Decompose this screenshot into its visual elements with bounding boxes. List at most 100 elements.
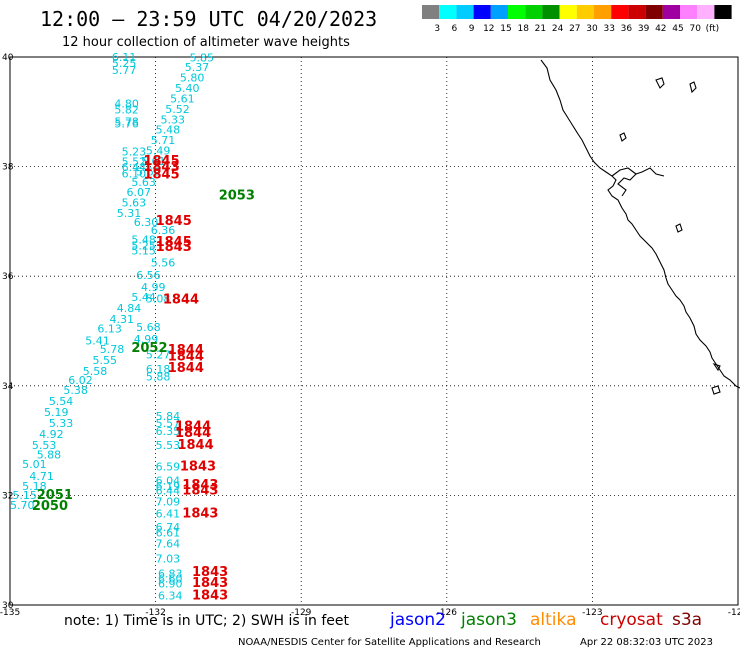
pass-time-label: 1843	[180, 460, 216, 475]
pass-time-label: 1844	[175, 426, 211, 441]
wave-height-label: 5.08	[146, 293, 171, 306]
page-title: 12:00 — 23:59 UTC 04/20/2023	[40, 7, 377, 31]
wave-height-label: 5.15	[12, 489, 37, 502]
lake-1	[655, 77, 665, 89]
wave-height-label: 5.27	[146, 348, 171, 361]
pass-time-label: 1843	[156, 240, 192, 255]
wave-height-label: 5.25	[131, 239, 156, 252]
lake-2	[689, 81, 697, 94]
pass-time-label: 1845	[156, 214, 192, 229]
wave-height-label: 5.78	[114, 116, 139, 129]
wave-height-label: 5.44	[131, 291, 156, 304]
wave-height-label: 5.52	[122, 156, 147, 169]
wave-height-label: 6.02	[68, 374, 93, 387]
wave-height-label: 5.71	[151, 134, 176, 147]
lon-tick-label: -126	[437, 608, 458, 618]
wave-height-label: 5.88	[37, 449, 62, 462]
lat-tick-label: 36	[2, 272, 14, 282]
wave-height-label: 5.57	[156, 417, 181, 430]
wave-height-label: 7.64	[156, 537, 181, 550]
legend-s3a: s3a	[672, 610, 702, 630]
wave-height-label: 5.61	[170, 92, 195, 105]
wave-height-label: 5.85	[190, 51, 215, 64]
wave-height-label: 6.19	[156, 480, 181, 493]
scale-swatch	[559, 5, 577, 19]
wave-height-label: 5.33	[49, 417, 74, 430]
wave-height-label: 4.84	[117, 302, 142, 315]
wave-height-label: 5.88	[146, 370, 171, 383]
wave-height-label: 5.56	[151, 256, 176, 269]
wave-height-label: 5.63	[122, 197, 147, 210]
satellite-legend: jason2 jason3 altika cryosat s3a	[389, 610, 702, 630]
wave-height-label: 6.56	[136, 269, 161, 282]
wave-height-label: 6.07	[126, 186, 151, 199]
pass-time-label: 1843	[143, 160, 179, 175]
legend-jason2: jason2	[389, 610, 446, 630]
wave-height-label: 6.34	[158, 590, 183, 603]
scale-label: 9	[469, 24, 475, 34]
wave-height-label: 5.31	[117, 207, 142, 220]
wave-height-label: 5.48	[131, 233, 156, 246]
wave-height-label: 5.55	[93, 354, 118, 367]
map-frame: 6.115.255.774.805.825.785.765.235.526.44…	[0, 51, 740, 618]
lat-tick-label: 34	[2, 382, 14, 392]
wave-height-label: 6.30	[134, 216, 159, 229]
lat-tick-label: 38	[2, 163, 14, 173]
wave-height-label: 6.59	[156, 461, 181, 474]
pass-time-label: 1844	[168, 343, 204, 358]
wave-height-label: 4.31	[109, 313, 134, 326]
wave-height-label: 7.03	[156, 552, 181, 565]
scale-label: 27	[569, 24, 580, 34]
wave-height-label: 6.44	[156, 484, 181, 497]
footer-credit: NOAA/NESDIS Center for Satellite Applica…	[238, 637, 541, 648]
scale-swatch	[714, 5, 732, 19]
pass-time-label: 1843	[192, 565, 228, 580]
map-border	[9, 56, 739, 606]
wave-height-label: 5.15	[131, 244, 156, 257]
wave-height-label: 6.74	[156, 521, 181, 534]
wave-height-label: 5.76	[114, 118, 139, 131]
california-coastline	[540, 59, 740, 389]
scale-label: 12	[483, 24, 494, 34]
wave-height-label: 5.61	[141, 155, 166, 168]
pass-time-label: 1843	[192, 576, 228, 591]
lon-tick-label: -123	[582, 608, 602, 618]
wave-height-label: 5.70	[10, 499, 35, 512]
legend-altika: altika	[530, 610, 577, 630]
wave-height-label: 5.19	[44, 406, 68, 419]
scale-swatch	[542, 5, 560, 19]
pass-time-label: 2050	[32, 499, 68, 514]
pass-time-label: 1845	[143, 168, 179, 183]
scale-label: 39	[638, 24, 650, 34]
pass-time-label: 1845	[143, 154, 179, 169]
pass-time-label: 1844	[177, 438, 213, 453]
lat-tick-label: 40	[2, 53, 14, 63]
lake-3	[619, 132, 627, 142]
wave-height-label: 4.71	[29, 470, 54, 483]
wave-height-label: 6.41	[156, 507, 181, 520]
scale-label: 36	[621, 24, 633, 34]
wave-height-label: 4.92	[39, 428, 64, 441]
scale-swatch	[611, 5, 629, 19]
lon-tick-label: -129	[291, 608, 312, 618]
pass-time-labels: 1845184318451845184518431844184418441844…	[32, 154, 255, 604]
wave-height-label: 6.13	[97, 323, 122, 336]
wave-height-label: 5.40	[175, 82, 200, 95]
wave-height-label: 5.53	[32, 439, 57, 452]
wave-height-label: 5.25	[112, 57, 137, 70]
lon-tick-label: -135	[0, 608, 20, 618]
pass-time-label: 1843	[182, 483, 218, 498]
scale-label: 24	[552, 24, 564, 34]
axis-labels: -135 -132 -129 -126 -123 -120 30 32 34 36 38 40	[0, 53, 740, 618]
scale-swatch	[508, 5, 526, 19]
wave-height-label: 6.04	[156, 474, 181, 487]
scale-swatch	[697, 5, 715, 19]
wave-height-label: 6.44	[122, 161, 147, 174]
wave-height-label: 6.61	[156, 527, 181, 540]
scale-swatch	[439, 5, 457, 19]
wave-height-label: 5.84	[156, 410, 181, 423]
wave-height-label: 6.83	[158, 568, 183, 581]
wave-height-label: 5.49	[146, 145, 171, 158]
pass-time-label: 1844	[168, 350, 204, 365]
